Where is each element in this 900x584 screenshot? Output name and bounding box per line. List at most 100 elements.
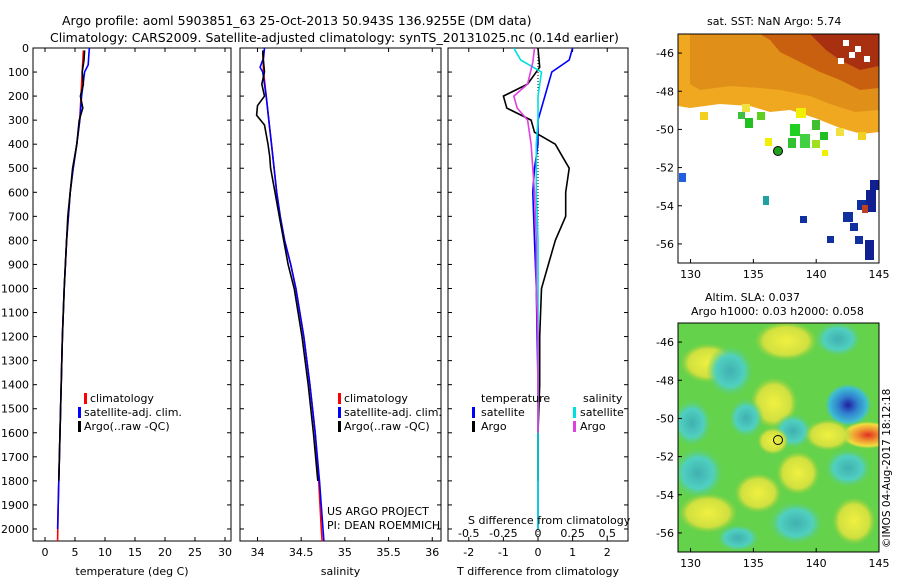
s-tick-label: 0.25 [560,527,585,540]
y-tick-label: 0 [22,42,29,55]
legend-swatch-satellite [338,407,341,418]
sst-map-title: sat. SST: NaN Argo: 5.74 [707,15,841,28]
y-tick-label: 200 [8,90,29,103]
x-axis-label: temperature (deg C) [75,565,188,578]
y-tick-label: 700 [8,210,29,223]
x-tick-label: 34.5 [289,546,314,559]
plot-frame [239,47,442,542]
figure-subtitle: Climatology: CARS2009. Satellite-adjuste… [50,30,619,45]
legend-s-satellite: satellite [580,406,624,419]
map-y-tick-label: -52 [656,162,674,175]
series-satellite-adj-clim [56,48,91,530]
temperature-legend: climatology satellite-adj. clim. Argo(..… [78,392,182,433]
s-tick-label: -0.5 [458,527,479,540]
map-x-tick-label: 145 [869,557,890,570]
map-y-tick-label: -46 [656,336,674,349]
x-tick-label: 15 [128,546,142,559]
sst-field [678,34,879,260]
plot-frame [32,47,232,542]
x-tick-label: 0 [535,546,542,559]
x-tick-label: 0 [42,546,49,559]
series-s-argo [512,48,539,433]
s-tick-label: -0.25 [489,527,517,540]
y-tick-label: 500 [8,162,29,175]
legend-swatch-argo [78,421,81,432]
map-y-tick-label: -54 [656,200,674,213]
salinity-legend: climatology satellite-adj. clim. Argo(..… [327,392,442,532]
series-climatology [261,52,323,541]
legend-swatch-climatology [338,393,341,404]
s-tick-label: 0.5 [598,527,616,540]
map-y-tick-label: -48 [656,374,674,387]
s-difference-axis-label: S difference from climatology [468,514,631,527]
y-tick-label: 2000 [1,523,29,536]
sla-map-subtitle: Argo h1000: 0.03 h2000: 0.058 [691,305,864,318]
project-note: US ARGO PROJECT [327,505,429,518]
x-tick-label: 35 [338,546,352,559]
x-tick-label: 36 [425,546,439,559]
legend-t-satellite: satellite [481,406,525,419]
x-axis-label: T difference from climatology [456,565,619,578]
sla-map-frame [677,322,880,553]
series-argo-raw-qc [255,50,319,481]
y-tick-label: 800 [8,234,29,247]
y-tick-label: 1500 [1,403,29,416]
legend-salinity-header: salinity [583,392,623,405]
legend-satellite: satellite-adj. clim. [84,406,182,419]
legend-swatch-argo [338,421,341,432]
float-location-marker [773,435,783,445]
x-tick-label: 20 [158,546,172,559]
map-x-tick-label: 135 [743,268,764,281]
legend-s-argo: Argo [580,420,606,433]
map-y-tick-label: -46 [656,47,674,60]
map-x-tick-label: 140 [806,268,827,281]
x-tick-label: -1 [498,546,509,559]
legend-swatch-t-satellite [472,407,475,418]
legend-argo: Argo(..raw -QC) [84,420,170,433]
y-tick-label: 1000 [1,282,29,295]
x-tick-label: 25 [188,546,202,559]
x-tick-label: 2 [604,546,611,559]
float-location-marker [773,146,783,156]
x-tick-label: 35.5 [376,546,401,559]
sla-field [678,323,879,552]
x-tick-label: 1 [569,546,576,559]
legend-swatch-s-satellite [573,407,576,418]
y-tick-label: 1700 [1,451,29,464]
difference-legend: temperature satellite Argo salinity sate… [468,392,631,527]
map-y-tick-label: -50 [656,123,674,136]
x-axis-label: salinity [321,565,361,578]
map-x-tick-label: 145 [869,268,890,281]
x-tick-label: -2 [463,546,474,559]
figure-title: Argo profile: aoml 5903851_63 25-Oct-201… [62,13,532,28]
x-tick-label: 10 [98,546,112,559]
series-t-argo [502,48,571,481]
series-s-satellite [513,48,543,529]
x-tick-label: 5 [72,546,79,559]
credit-text: ©IMOS 04-Aug-2017 18:12:18 [881,389,893,548]
temperature-profile-panel: 0100200300400500600700800900100011001200… [1,42,232,578]
legend-swatch-satellite [78,407,81,418]
pi-note: PI: DEAN ROEMMICH [327,519,440,532]
y-tick-label: 1200 [1,331,29,344]
legend-climatology: climatology [344,392,408,405]
y-tick-label: 1300 [1,355,29,368]
sst-map-frame [677,33,880,264]
map-x-tick-label: 135 [743,557,764,570]
sst-map-panel: sat. SST: NaN Argo: 5.74 [656,15,889,281]
map-y-tick-label: -48 [656,85,674,98]
y-tick-label: 300 [8,114,29,127]
legend-t-argo: Argo [481,420,507,433]
x-tick-label: 34 [250,546,264,559]
map-x-tick-label: 130 [680,268,701,281]
s-tick-label: 0 [535,527,542,540]
y-tick-label: 400 [8,138,29,151]
y-tick-label: 1100 [1,307,29,320]
y-tick-label: 900 [8,258,29,271]
map-x-tick-label: 140 [806,557,827,570]
map-y-tick-label: -50 [656,412,674,425]
y-tick-label: 1900 [1,499,29,512]
series-argo-raw-qc [58,50,86,481]
legend-satellite: satellite-adj. clim. [344,406,442,419]
y-tick-label: 1600 [1,427,29,440]
